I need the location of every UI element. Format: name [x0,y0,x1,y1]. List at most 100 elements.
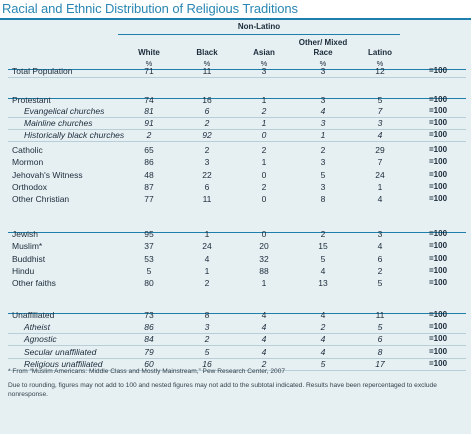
table-row: Unaffiliated 73 8 4 4 11 =100 [8,310,466,321]
row-label: Jehovah's Witness [12,170,83,180]
row-total: =100 [429,194,448,203]
cell-white: 84 [144,334,154,344]
cell-asian: 4 [261,334,267,344]
cell-black: 2 [204,118,210,128]
row-label: Total Population [12,66,73,76]
table-row: Historically black churches 2 92 0 1 4 =100 [8,130,466,141]
cell-white: 65 [144,145,154,155]
unit-white: % [145,59,153,68]
row-label: Unaffiliated [12,310,55,320]
cell-other-mixed: 4 [320,334,326,344]
row-label: Other Christian [12,194,70,204]
cell-asian: 0 [261,130,267,140]
row-divider [8,141,466,142]
table-row: Other faiths 80 2 1 13 5 =100 [8,278,466,289]
row-label: Other faiths [12,278,56,288]
cell-black: 2 [204,334,210,344]
cell-black: 22 [202,170,212,180]
row-label: Hindu [12,266,35,276]
table-row: Mainline churches 91 2 1 3 3 =100 [8,118,466,129]
cell-latino: 17 [375,359,385,369]
cell-latino: 3 [377,118,383,128]
row-total: =100 [429,229,448,238]
cell-latino: 2 [377,266,383,276]
cell-white: 5 [146,266,152,276]
cell-other-mixed: 3 [320,118,326,128]
cell-latino: 5 [377,278,383,288]
row-label: Jewish [12,229,38,239]
row-total: =100 [429,334,448,343]
cell-asian: 20 [259,241,269,251]
column-header-latino: Latino [368,48,392,57]
row-divider [8,370,466,371]
row-total: =100 [429,254,448,263]
unit-asian: % [260,59,268,68]
row-label: Religious unaffiliated [24,359,103,369]
row-label: Muslim* [12,241,43,251]
row-total: =100 [429,322,448,331]
section-rule [8,69,466,70]
cell-other-mixed: 15 [318,241,328,251]
row-label: Evangelical churches [24,106,105,116]
rounding-note: Due to rounding, figures may not add to … [8,382,437,398]
cell-other-mixed: 5 [320,170,326,180]
cell-latino: 6 [377,334,383,344]
cell-white: 95 [144,229,154,239]
row-label: Secular unaffiliated [24,347,97,357]
section-rule [8,98,466,99]
row-total: =100 [429,182,448,191]
column-header-asian: Asian [253,48,275,57]
row-divider [8,333,466,334]
cell-black: 3 [204,322,210,332]
row-label: Mainline churches [24,118,93,128]
cell-black: 6 [204,182,210,192]
cell-asian: 2 [261,182,267,192]
cell-asian: 1 [261,95,267,105]
row-divider [8,345,466,346]
footnote: * From “Muslim Americans: Middle Class a… [8,368,286,375]
table-row: Atheist 86 3 4 2 5 =100 [8,322,466,333]
cell-black: 6 [204,106,210,116]
row-total: =100 [429,241,448,250]
cell-other-mixed: 5 [320,359,326,369]
cell-white: 53 [144,254,154,264]
table-row: Orthodox 87 6 2 3 1 =100 [8,182,466,193]
column-header-black: Black [196,48,218,57]
cell-black: 1 [204,229,210,239]
cell-asian: 1 [261,278,267,288]
cell-latino: 12 [375,66,385,76]
cell-black: 5 [204,347,210,357]
cell-asian: 4 [261,322,267,332]
cell-asian: 2 [261,359,267,369]
cell-latino: 4 [377,241,383,251]
section-rule [8,232,466,233]
cell-other-mixed: 2 [320,145,326,155]
unit-latino: % [376,59,384,68]
cell-other-mixed: 4 [320,347,326,357]
cell-black: 2 [204,278,210,288]
cell-white: 81 [144,106,154,116]
cell-other-mixed: 3 [320,66,326,76]
cell-latino: 29 [375,145,385,155]
cell-white: 91 [144,118,154,128]
cell-black: 92 [202,130,212,140]
cell-asian: 2 [261,145,267,155]
cell-latino: 6 [377,254,383,264]
cell-black: 11 [202,66,212,76]
cell-white: 71 [144,66,154,76]
table-panel: Non-Latino White Black Asian Other/ Mixe… [0,18,471,434]
group-header: Non-Latino [237,22,281,31]
cell-latino: 5 [377,95,383,105]
cell-black: 3 [204,157,210,167]
cell-white: 79 [144,347,154,357]
row-label: Mormon [12,157,44,167]
cell-asian: 0 [261,229,267,239]
table-row: Religious unaffiliated 60 16 2 5 17 =100 [8,359,466,370]
group-header-rule [118,34,400,35]
row-divider [8,358,466,359]
cell-asian: 2 [261,106,267,116]
row-label: Buddhist [12,254,46,264]
table-row: Evangelical churches 81 6 2 4 7 =100 [8,106,466,117]
cell-asian: 0 [261,170,267,180]
row-total: =100 [429,95,448,104]
